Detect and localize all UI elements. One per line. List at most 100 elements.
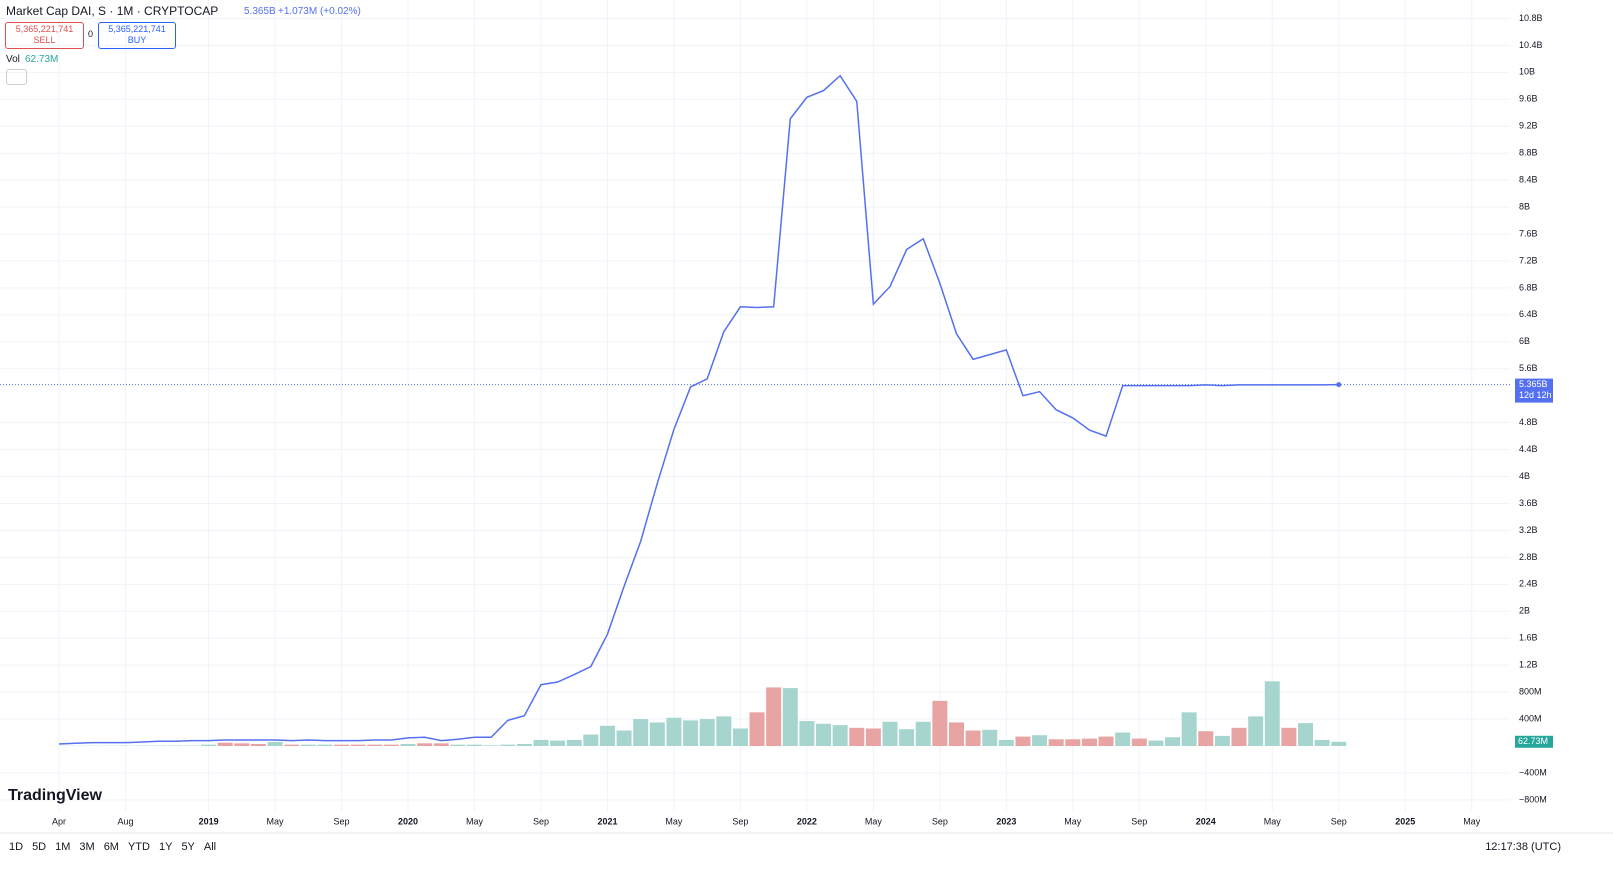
range-button[interactable]: 1D (9, 841, 24, 853)
y-tick-label: 7.6B (1519, 228, 1538, 238)
line (58, 74, 1339, 745)
x-tick-label: 2022 (797, 816, 817, 826)
x-tick-label: 2019 (199, 816, 219, 826)
volume-bar (732, 728, 748, 747)
y-tick-label: 4.4B (1519, 444, 1538, 454)
y-tick-label: 1.2B (1519, 660, 1538, 670)
volume-bar (799, 721, 815, 747)
volume-bar (367, 744, 383, 747)
volume-bar (1214, 735, 1230, 747)
volume-bar (832, 725, 848, 747)
y-tick-label: 5.6B (1519, 363, 1538, 373)
x-tick-label: May (267, 816, 285, 826)
y-tick-label: 7.2B (1519, 255, 1538, 265)
volume-bar (1314, 739, 1330, 747)
y-tick-label: 8.4B (1519, 175, 1538, 185)
range-button[interactable]: 1M (55, 841, 71, 853)
volume-bar (334, 744, 350, 747)
volume-bar (350, 744, 366, 747)
range-button[interactable]: 6M (103, 841, 119, 853)
volume-bar (250, 743, 266, 747)
symbol-title[interactable]: Market Cap DAI, S · 1M · CRYPTOCAP (6, 4, 219, 18)
sell-price: 5,365,221,741 (15, 24, 74, 34)
y-tick-label: 9.6B (1519, 94, 1538, 104)
volume-bar (217, 742, 233, 747)
volume-bar (865, 728, 881, 747)
range-button[interactable]: 3M (79, 841, 95, 853)
volume-bar (184, 745, 200, 747)
volume-bar (516, 743, 532, 747)
y-tick-label: 2.8B (1519, 552, 1538, 562)
x-tick-label: Sep (932, 816, 948, 826)
volume-bar (583, 734, 599, 747)
volume-bar (749, 712, 765, 747)
volume-bar (1081, 738, 1097, 747)
x-tick-label: Sep (1131, 816, 1147, 826)
x-tick-label: 2021 (597, 816, 617, 826)
volume-tag (1515, 735, 1553, 748)
buy-price: 5,365,221,741 (108, 24, 166, 34)
volume-bar (849, 727, 865, 747)
range-button[interactable]: YTD (127, 841, 150, 853)
range-button[interactable]: 5Y (181, 841, 195, 853)
volume-bar (201, 744, 217, 747)
x-tick-label: May (1064, 816, 1082, 826)
y-tick-label: 10.8B (1519, 13, 1543, 23)
volume-bar (450, 744, 466, 747)
y-tick-label: 6.4B (1519, 309, 1538, 319)
volume-bar (882, 721, 898, 747)
volume-bar (766, 687, 782, 747)
volume-bar (1098, 736, 1114, 747)
y-tick-label: 4.8B (1519, 417, 1538, 427)
volume-bar (1298, 723, 1313, 747)
volume-bar (915, 721, 931, 747)
x-tick-label: 2025 (1395, 816, 1415, 826)
y-tick-label: 6.8B (1519, 282, 1538, 292)
x-tick-label: 2024 (1196, 816, 1216, 826)
range-button[interactable]: All (203, 841, 217, 853)
buy-label: BUY (127, 35, 147, 45)
y-tick-label: 2.4B (1519, 579, 1538, 589)
volume-bar (982, 729, 998, 747)
volume-bar (932, 700, 948, 747)
volume-bar (433, 743, 449, 747)
volume-bar (998, 739, 1014, 747)
volume-bar (383, 744, 399, 747)
buy-button[interactable]: 5,365,221,741 BUY (98, 22, 176, 49)
volume-bar (1181, 712, 1197, 747)
sell-label: SELL (33, 35, 56, 45)
volume-bar (716, 716, 732, 747)
volume-bar (267, 741, 283, 747)
range-button[interactable]: 1Y (158, 841, 173, 853)
volume-bar (417, 743, 433, 747)
range-button[interactable]: 5D (32, 841, 47, 853)
y-tick-label: 10.4B (1519, 40, 1543, 50)
y-tick-label: 3.6B (1519, 498, 1538, 508)
volume-bar (500, 744, 516, 747)
collapse-button[interactable] (6, 69, 27, 85)
volume-bar (699, 719, 715, 747)
last-point (1336, 382, 1342, 388)
volume-bar (483, 745, 499, 747)
volume-bar (300, 744, 316, 747)
volume-tag-label: 62.73M (1518, 736, 1548, 746)
volume-bar (965, 730, 981, 747)
volume-bar (1015, 736, 1031, 747)
clock: 12:17:38 (UTC) (1485, 841, 1561, 853)
y-tick-label: 2B (1519, 606, 1530, 616)
y-tick-label: 400M (1519, 713, 1542, 723)
price: 5.365B (244, 6, 276, 17)
volume-bar (616, 730, 632, 747)
price-tag (1515, 378, 1553, 403)
volume-bar (633, 719, 649, 747)
y-tick-label: 9.2B (1519, 121, 1538, 131)
change: +1.073M (+0.02%) (278, 6, 361, 17)
volume-bar (550, 740, 566, 747)
y-tick-label: 6B (1519, 336, 1530, 346)
volume-bar (816, 723, 832, 747)
volume-bar (1231, 727, 1247, 747)
sell-button[interactable]: 5,365,221,741 SELL (5, 22, 84, 49)
x-tick-label: May (1463, 816, 1481, 826)
